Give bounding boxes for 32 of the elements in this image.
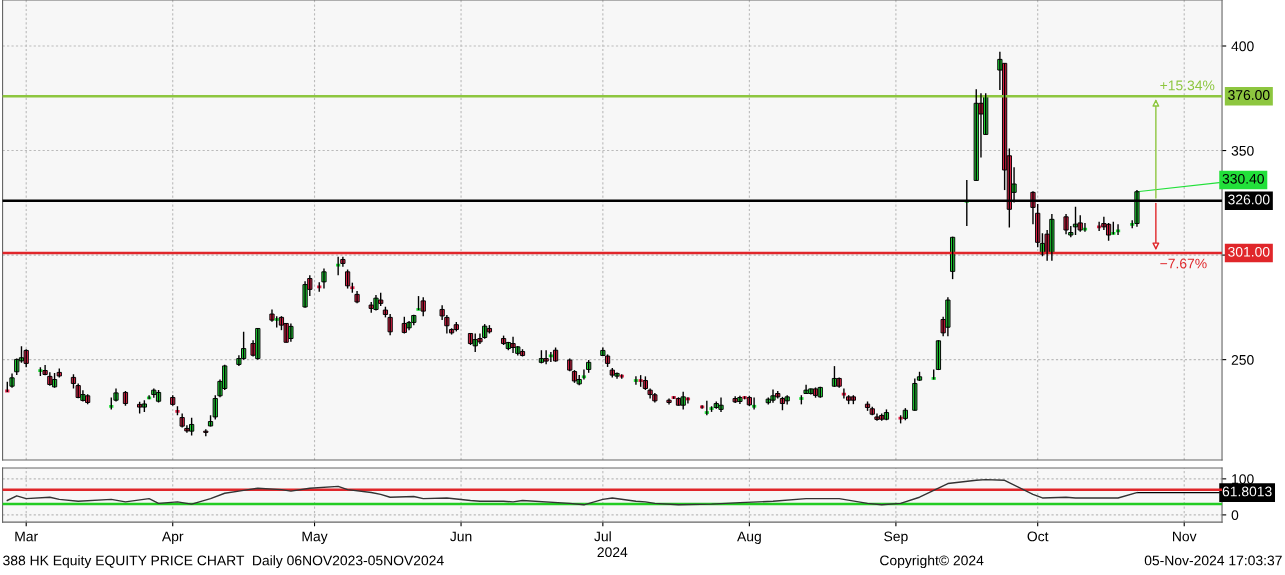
text: 05-Nov-2024 17:03:37 bbox=[1144, 555, 1282, 566]
y-tick-label: 250 bbox=[1231, 354, 1254, 365]
annotation: 330.40 bbox=[1222, 173, 1264, 184]
x-tick-label: Sep bbox=[884, 531, 908, 545]
ref-line-label: 326.00 bbox=[1228, 194, 1270, 205]
candlestick bbox=[203, 428, 209, 437]
annotation: 61.8013 bbox=[1222, 486, 1272, 497]
candlestick bbox=[973, 88, 979, 182]
y-tick-label: 400 bbox=[1231, 41, 1254, 52]
ref-line-label: 301.00 bbox=[1228, 246, 1270, 257]
x-tick-label: Nov bbox=[1173, 531, 1197, 542]
x-tick-label: Jun bbox=[450, 531, 472, 542]
x-tick-label: Mar bbox=[15, 531, 38, 542]
y-tick-label: 0 bbox=[1231, 510, 1239, 521]
x-axis-title: 2024 bbox=[597, 547, 628, 558]
ref-line-label: 376.00 bbox=[1228, 90, 1270, 100]
annotation: +15.34% bbox=[1160, 80, 1215, 91]
text: 388 HK Equity EQUITY PRICE CHART Daily 06NOV2023-05NOV2024 bbox=[3, 555, 444, 569]
text: Copyright© 2024 bbox=[880, 555, 984, 569]
candlestick bbox=[543, 349, 549, 365]
candlestick bbox=[23, 348, 29, 369]
x-tick-label: May bbox=[302, 531, 328, 545]
candlestick bbox=[912, 377, 918, 412]
candlestick bbox=[420, 296, 426, 317]
y-tick-label: 350 bbox=[1231, 145, 1254, 156]
annotation: −7.67% bbox=[1160, 258, 1207, 269]
x-tick-label: Jul bbox=[594, 531, 611, 542]
x-tick-label: Aug bbox=[737, 531, 761, 545]
line-series bbox=[6, 478, 1138, 506]
y-tick-label: 100 bbox=[1232, 474, 1254, 485]
x-tick-label: Oct bbox=[1027, 531, 1049, 542]
x-tick-label: Apr bbox=[161, 531, 184, 545]
